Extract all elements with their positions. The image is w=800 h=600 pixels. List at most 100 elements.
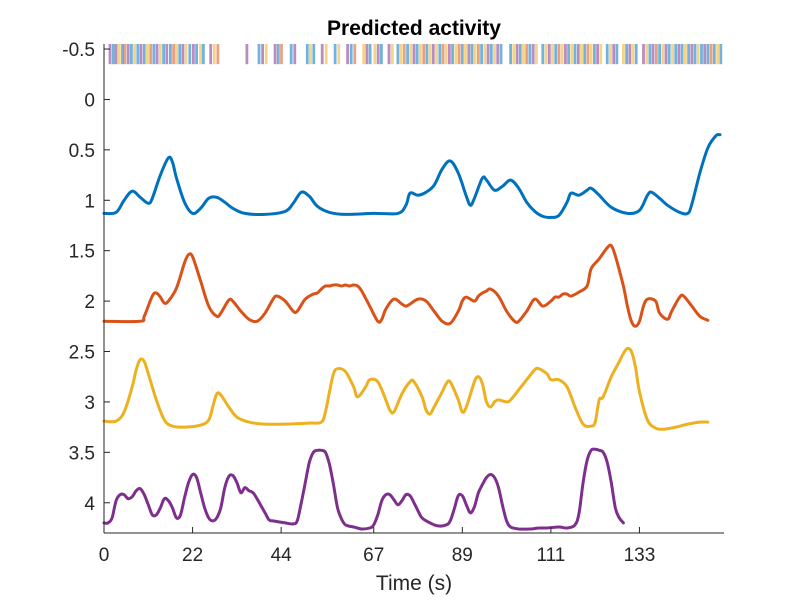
raster-event — [172, 44, 175, 65]
raster-event — [473, 44, 477, 65]
raster-event — [337, 44, 341, 65]
raster-event — [152, 44, 156, 65]
event-raster — [108, 44, 723, 65]
raster-event — [444, 44, 448, 65]
raster-event — [457, 44, 461, 65]
raster-event — [261, 44, 264, 65]
raster-event — [661, 44, 665, 65]
x-tick-label: 0 — [99, 545, 110, 566]
raster-event — [202, 44, 205, 65]
raster-event — [612, 44, 616, 65]
raster-event — [684, 44, 687, 65]
chart-title: Predicted activity — [327, 17, 501, 40]
raster-event — [648, 44, 652, 65]
raster-event — [651, 44, 655, 65]
raster-event — [126, 44, 130, 65]
raster-event — [470, 44, 474, 65]
raster-event — [390, 44, 394, 65]
raster-event — [664, 44, 668, 65]
raster-event — [192, 44, 195, 65]
raster-event — [280, 44, 283, 65]
raster-event — [346, 44, 349, 65]
raster-event — [178, 44, 182, 65]
raster-event — [188, 44, 192, 65]
y-tick-label: 4 — [84, 494, 95, 515]
raster-event — [108, 44, 112, 65]
y-tick-label: -0.5 — [62, 40, 95, 61]
series-line-4 — [102, 447, 625, 531]
raster-event — [373, 44, 377, 65]
raster-event — [554, 44, 558, 65]
raster-event — [719, 44, 723, 65]
raster-event — [431, 44, 435, 65]
raster-event — [634, 44, 638, 65]
raster-event — [312, 44, 316, 65]
raster-event — [696, 44, 700, 65]
raster-event — [448, 44, 451, 65]
raster-event — [547, 44, 551, 65]
raster-event — [362, 44, 366, 65]
raster-event — [123, 44, 127, 65]
raster-event — [599, 44, 603, 65]
raster-event — [477, 44, 480, 65]
raster-event — [631, 44, 635, 65]
raster-event — [583, 44, 587, 65]
raster-event — [605, 44, 609, 65]
x-tick-label: 67 — [363, 545, 384, 566]
raster-event — [276, 44, 280, 65]
raster-event — [515, 44, 519, 65]
raster-event — [376, 44, 380, 65]
x-tick-label: 22 — [182, 545, 203, 566]
raster-event — [245, 44, 249, 65]
raster-event — [509, 44, 512, 65]
raster-event — [257, 44, 261, 65]
x-tick-label: 111 — [536, 545, 565, 566]
raster-event — [365, 44, 369, 65]
raster-event — [415, 44, 419, 65]
raster-event — [422, 44, 426, 65]
raster-event — [700, 44, 703, 65]
raster-event — [703, 44, 707, 65]
raster-event — [402, 44, 406, 65]
raster-event — [480, 44, 483, 65]
raster-event — [396, 44, 400, 65]
raster-event — [169, 44, 172, 65]
raster-event — [117, 44, 121, 65]
y-tick-label: 3.5 — [69, 443, 95, 464]
raster-event — [324, 44, 328, 65]
raster-event — [625, 44, 628, 65]
raster-event — [309, 44, 312, 65]
series-line-3 — [102, 346, 710, 431]
raster-event — [387, 44, 391, 65]
raster-event — [690, 44, 694, 65]
raster-event — [195, 44, 198, 65]
raster-event — [460, 44, 464, 65]
raster-event — [586, 44, 590, 65]
raster-event — [273, 44, 277, 65]
y-tick-label: 3 — [84, 393, 95, 414]
raster-event — [428, 44, 432, 65]
raster-event — [642, 44, 645, 65]
x-axis-label: Time (s) — [376, 572, 452, 595]
y-tick-label: 0 — [84, 90, 95, 111]
raster-event — [531, 44, 535, 65]
raster-event — [677, 44, 681, 65]
raster-event — [136, 44, 140, 65]
raster-event — [353, 44, 357, 65]
raster-event — [412, 44, 416, 65]
raster-event — [551, 44, 554, 65]
raster-event — [622, 44, 625, 65]
series-group — [102, 133, 722, 531]
raster-event — [368, 44, 372, 65]
raster-event — [399, 44, 403, 65]
raster-event — [496, 44, 500, 65]
raster-event — [435, 44, 438, 65]
raster-event — [593, 44, 596, 65]
raster-event — [628, 44, 632, 65]
raster-event — [130, 44, 133, 65]
y-tick-label: 2 — [84, 292, 95, 313]
series-line-1 — [102, 133, 722, 219]
raster-event — [419, 44, 422, 65]
raster-event — [139, 44, 143, 65]
y-tick-label: 0.5 — [69, 141, 95, 162]
